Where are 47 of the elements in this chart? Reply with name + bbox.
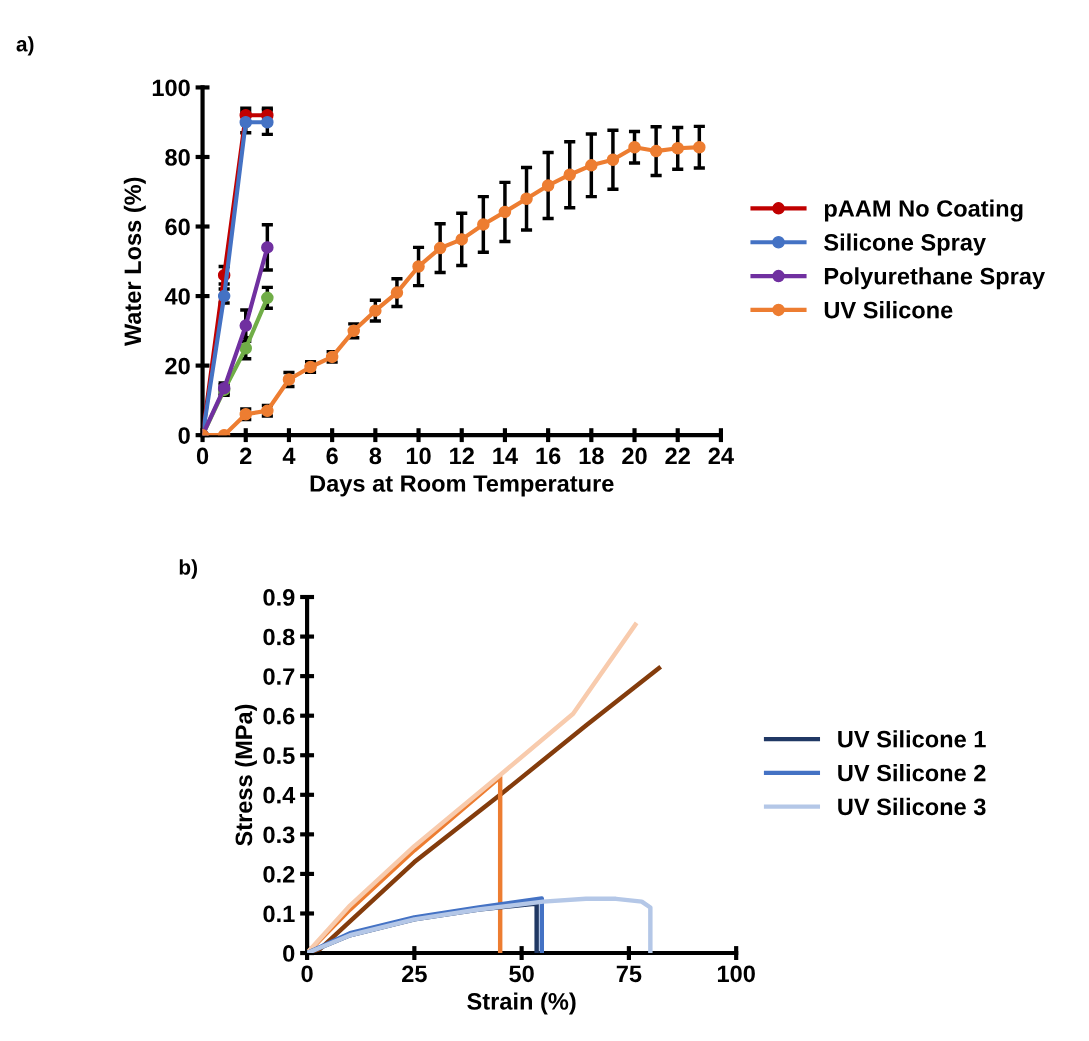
y-tick-label: 0.9 — [263, 589, 295, 606]
y-tick-label: 0 — [283, 945, 295, 962]
y-tick-label: 0.8 — [263, 628, 295, 646]
x-axis-title: Days at Room Temperature — [310, 475, 614, 497]
y-tick-label: 0.2 — [263, 865, 295, 883]
x-tick-label: 0 — [196, 447, 209, 465]
y-tick-label: 0.7 — [263, 668, 295, 685]
x-tick-label: 25 — [402, 965, 427, 983]
x-tick-label: 50 — [509, 965, 534, 983]
legend-label: UV Silicone 1 — [838, 730, 986, 748]
x-tick-label: 2 — [240, 447, 252, 465]
y-tick-label: 100 — [152, 79, 190, 97]
legend-label: pAAM No Coating — [824, 199, 1023, 222]
y-tick-label: 20 — [165, 357, 190, 375]
x-tick-label: 100 — [717, 965, 755, 983]
x-tick-label: 10 — [406, 447, 431, 465]
x-tick-label: 22 — [665, 447, 690, 465]
x-tick-label: 8 — [369, 447, 382, 465]
legend-label: Polyurethane Spray — [824, 267, 1045, 290]
x-tick-label: 75 — [616, 965, 642, 983]
text: a) — [16, 36, 34, 56]
y-tick-label: 0.4 — [263, 786, 296, 804]
legend-label: Silicone Spray — [824, 233, 986, 256]
x-tick-label: 20 — [622, 447, 647, 465]
legend-label: UV Silicone — [824, 301, 953, 319]
y-tick-label: 60 — [165, 218, 190, 236]
x-tick-label: 6 — [326, 447, 338, 465]
x-tick-label: 14 — [493, 447, 518, 465]
y-axis-title: Stress (MPa) — [234, 704, 257, 846]
y-axis-title: Water Loss (%) — [123, 177, 146, 347]
x-axis-title: Strain (%) — [467, 992, 576, 1015]
legend-label: UV Silicone 3 — [838, 797, 986, 816]
y-tick-label: 80 — [165, 149, 190, 166]
x-tick-label: 0 — [301, 965, 313, 983]
y-tick-label: 0.6 — [263, 707, 295, 725]
x-tick-label: 16 — [536, 447, 561, 465]
x-tick-label: 12 — [450, 447, 474, 465]
chart-title: b) — [179, 559, 198, 579]
y-tick-label: 0.3 — [263, 826, 295, 844]
legend-label: UV Silicone 2 — [838, 764, 986, 782]
x-tick-label: 4 — [282, 447, 296, 465]
x-tick-label: 24 — [708, 447, 734, 465]
y-tick-label: 0 — [178, 427, 190, 444]
x-tick-label: 18 — [579, 447, 604, 465]
y-tick-label: 0.1 — [263, 905, 295, 923]
y-tick-label: 0.5 — [263, 747, 295, 765]
y-tick-label: 40 — [164, 288, 190, 305]
